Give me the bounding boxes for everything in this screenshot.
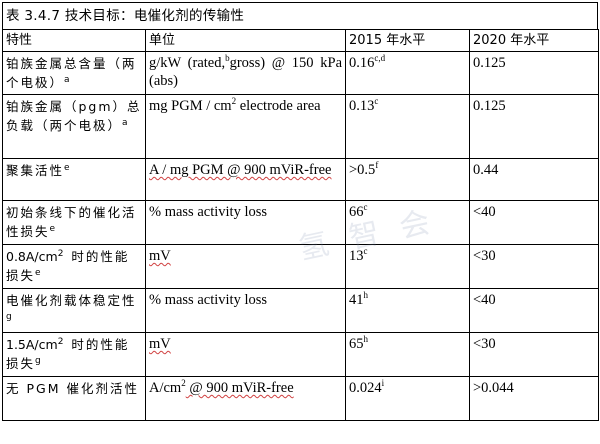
unit-cell: % mass activity loss [145,200,346,245]
value-2015-cell: >0.5f [345,158,470,201]
property-cell: 无 PGM 催化剂活性 [2,376,146,421]
value-2020-cell: 0.44 [469,158,599,201]
value-2015-cell: 0.16c,d [345,51,470,95]
header-2020: 2020 年水平 [469,29,599,52]
unit-cell: mV [145,244,346,289]
unit-cell: mV [145,332,346,377]
value-2020-cell: 0.125 [469,51,599,95]
value-2020-cell: <40 [469,288,599,333]
unit-cell: mg PGM / cm2 electrode area [145,94,346,159]
table-row: 聚集活性e A / mg PGM @ 900 mViR-free >0.5f 0… [2,158,599,201]
property-cell: 电催化剂载体稳定性g [2,288,146,333]
header-row: 特性 单位 2015 年水平 2020 年水平 [2,29,599,52]
value-2020-cell: >0.044 [469,376,599,421]
value-2020-cell: <30 [469,244,599,289]
technical-targets-table: 特性 单位 2015 年水平 2020 年水平 铂族金属总含量（两个电极）a g… [2,29,599,421]
property-cell: 铂族金属（pgm）总负载（两个电极）a [2,94,146,159]
unit-cell: % mass activity loss [145,288,346,333]
value-2020-cell: <30 [469,332,599,377]
value-2015-cell: 41h [345,288,470,333]
unit-cell: g/kW (rated,bgross) @ 150 kPa (abs) [145,51,346,95]
header-2015: 2015 年水平 [345,29,470,52]
table-row: 铂族金属（pgm）总负载（两个电极）a mg PGM / cm2 electro… [2,94,599,159]
value-2020-cell: 0.125 [469,94,599,159]
table-title: 表 3.4.7 技术目标：电催化剂的传输性 [2,2,598,29]
header-property: 特性 [2,29,146,52]
value-2015-cell: 13c [345,244,470,289]
property-cell: 初始条线下的催化活性损失e [2,200,146,245]
property-cell: 0.8A/cm2 时的性能损失e [2,244,146,289]
table-row: 铂族金属总含量（两个电极）a g/kW (rated,bgross) @ 150… [2,51,599,95]
value-2015-cell: 0.13c [345,94,470,159]
table-row: 初始条线下的催化活性损失e % mass activity loss 66c <… [2,200,599,245]
table-row: 1.5A/cm2 时的性能损失g mV 65h <30 [2,332,599,377]
value-2015-cell: 66c [345,200,470,245]
table-row: 0.8A/cm2 时的性能损失e mV 13c <30 [2,244,599,289]
property-cell: 铂族金属总含量（两个电极）a [2,51,146,95]
property-cell: 1.5A/cm2 时的性能损失g [2,332,146,377]
value-2015-cell: 65h [345,332,470,377]
property-cell: 聚集活性e [2,158,146,201]
unit-cell: A / mg PGM @ 900 mViR-free [145,158,346,201]
value-2015-cell: 0.024i [345,376,470,421]
value-2020-cell: <40 [469,200,599,245]
header-unit: 单位 [145,29,346,52]
table-row: 电催化剂载体稳定性g % mass activity loss 41h <40 [2,288,599,333]
table-row: 无 PGM 催化剂活性 A/cm2 @ 900 mViR-free 0.024i… [2,376,599,421]
unit-cell: A/cm2 @ 900 mViR-free [145,376,346,421]
